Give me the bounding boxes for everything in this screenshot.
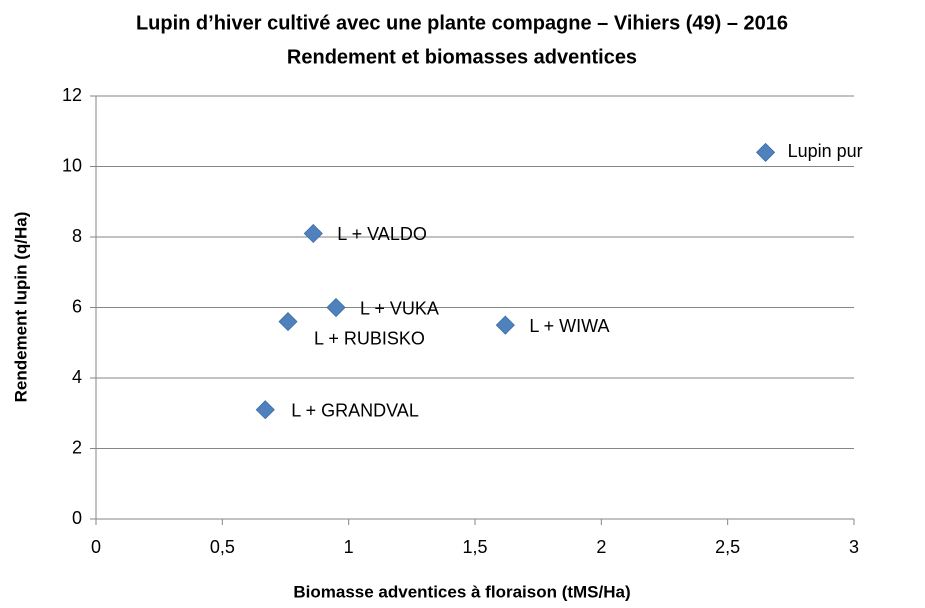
point-label: L + VUKA (360, 298, 439, 318)
x-tick-label: 0 (91, 537, 101, 557)
y-tick-label: 10 (62, 155, 82, 175)
x-tick-label: 2 (596, 537, 606, 557)
y-tick-label: 2 (72, 437, 82, 457)
point-label: L + WIWA (529, 316, 609, 336)
y-axis-title: Rendement lupin (q/Ha) (11, 212, 30, 403)
point (278, 312, 298, 332)
point (756, 142, 776, 162)
y-tick-label: 12 (62, 85, 82, 105)
x-tick-label: 1 (344, 537, 354, 557)
point-label: Lupin pur (788, 141, 863, 161)
point (255, 400, 275, 420)
point-label: L + GRANDVAL (291, 400, 419, 420)
x-tick-label: 0,5 (210, 537, 235, 557)
point-label: L + VALDO (337, 224, 427, 244)
y-tick-label: 8 (72, 226, 82, 246)
y-tick-label: 0 (72, 508, 82, 528)
chart-subtitle: Rendement et biomasses adventices (287, 46, 637, 68)
x-tick-label: 3 (849, 537, 859, 557)
point-label: L + RUBISKO (314, 328, 425, 348)
point (495, 315, 515, 335)
y-tick-label: 6 (72, 296, 82, 316)
x-axis-title: Biomasse adventices à floraison (tMS/Ha) (293, 582, 630, 601)
point (303, 223, 323, 244)
y-tick-label: 4 (72, 367, 82, 387)
x-tick-label: 2,5 (715, 537, 740, 557)
point (326, 297, 346, 318)
x-tick-label: 1,5 (462, 537, 487, 557)
chart-title: Lupin d’hiver cultivé avec une plante co… (136, 12, 788, 34)
